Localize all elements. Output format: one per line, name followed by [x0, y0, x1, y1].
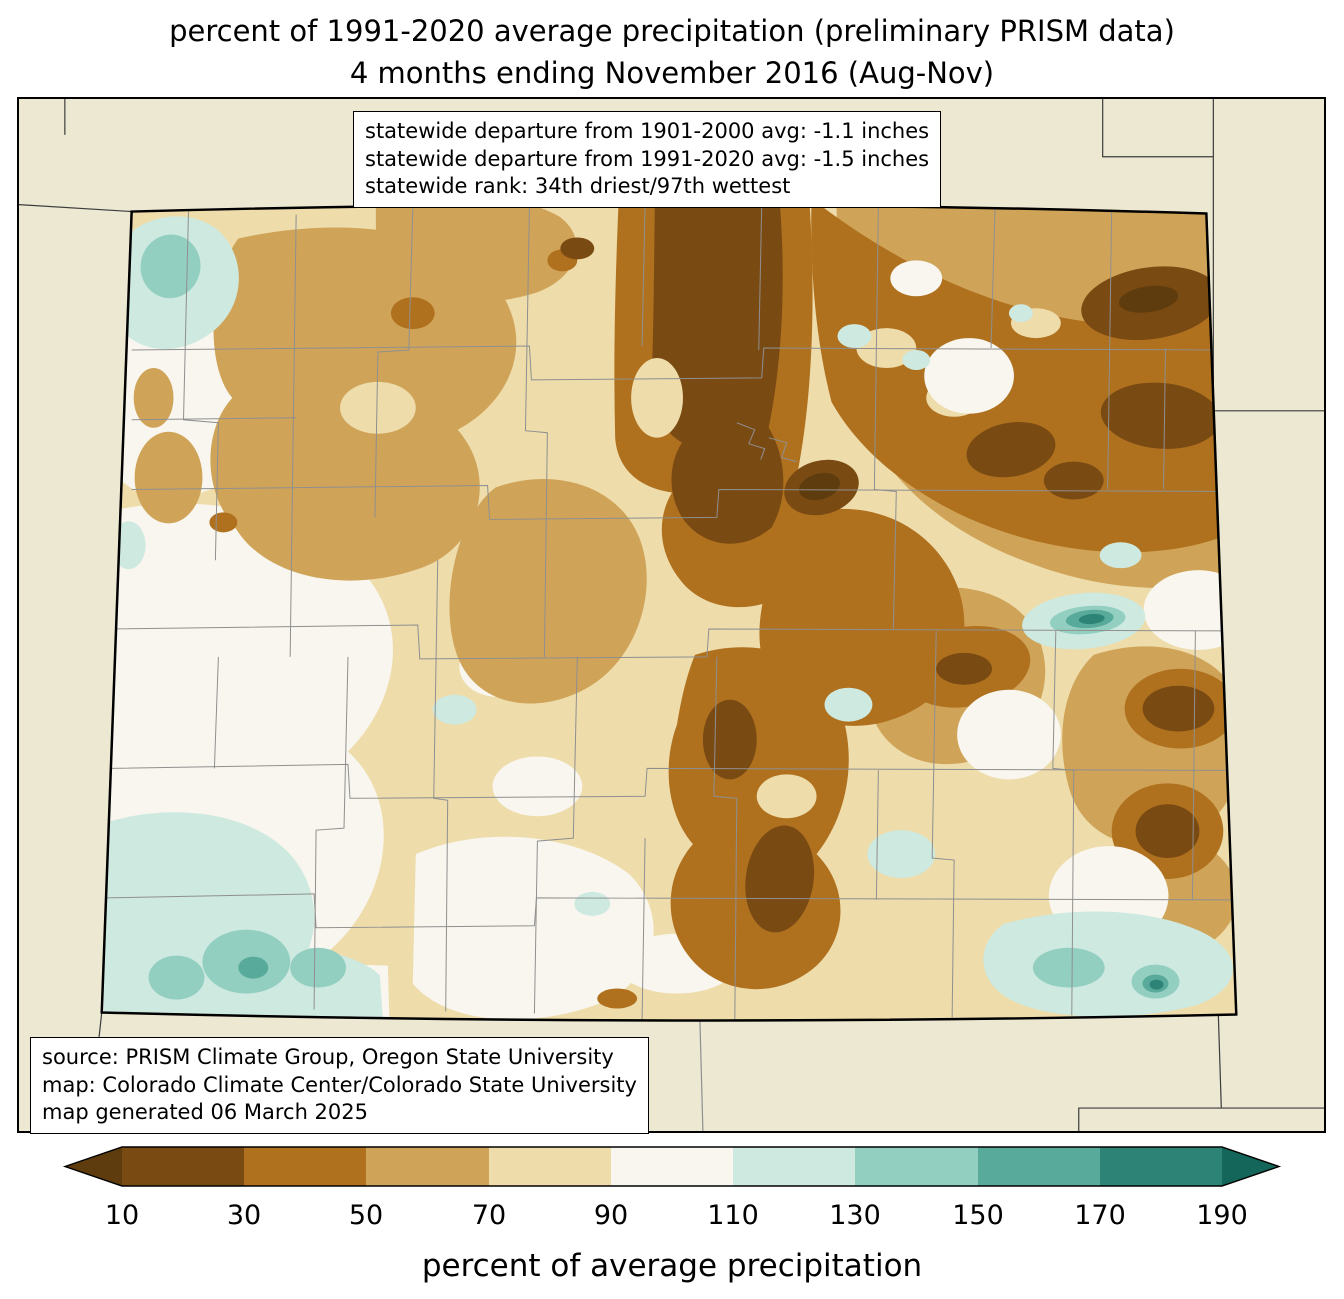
contour-region	[799, 472, 841, 501]
colorbar-tick-110: 110	[707, 1200, 759, 1231]
contour-region	[867, 830, 936, 878]
colorbar-tick-90: 90	[594, 1200, 628, 1231]
contour-region	[1078, 613, 1105, 625]
contour-region	[140, 234, 201, 299]
state-line	[699, 1020, 704, 1131]
precipitation-map	[19, 99, 1324, 1131]
map-frame: statewide departure from 1901-2000 avg: …	[17, 97, 1326, 1135]
contour-region	[134, 431, 203, 524]
source-line-3: map generated 06 March 2025	[42, 1100, 369, 1125]
contours-lt-10	[799, 285, 1179, 501]
colorbar-right-arrow	[1222, 1147, 1279, 1186]
contours-130-150	[140, 234, 1180, 1000]
stats-line-2: statewide departure from 1991-2020 avg: …	[365, 146, 930, 171]
county-boundaries	[106, 204, 1237, 1020]
source-box: source: PRISM Climate Group, Oregon Stat…	[30, 1037, 649, 1135]
contour-region	[597, 988, 638, 1009]
colorbar-tick-50: 50	[349, 1200, 383, 1231]
contour-region	[1100, 382, 1221, 449]
contours-170-190	[1078, 613, 1164, 990]
colorado-fill-layers	[101, 204, 1237, 1021]
contour-region	[936, 652, 993, 685]
state-line	[1217, 1014, 1222, 1109]
title-line-1: percent of 1991-2020 average precipitati…	[169, 14, 1175, 48]
contour-region	[902, 350, 931, 370]
source-line-1: source: PRISM Climate Group, Oregon Stat…	[42, 1045, 614, 1069]
colorbar-segment-10-30	[122, 1147, 244, 1186]
contour-region	[432, 694, 477, 725]
contour-region	[631, 357, 683, 438]
contour-region	[651, 204, 784, 544]
contour-region	[209, 512, 238, 533]
colorbar-segment-130-150	[855, 1147, 978, 1186]
contour-region	[1043, 461, 1104, 500]
colorbar-left-arrow	[65, 1147, 122, 1186]
contour-region	[890, 260, 943, 297]
colorbar-segment-110-130	[733, 1147, 855, 1186]
contour-region	[148, 955, 205, 1000]
colorbar-label: percent of average precipitation	[422, 1248, 922, 1284]
contour-region	[924, 338, 1014, 414]
colorbar-tick-70: 70	[472, 1200, 506, 1231]
colorbar-segment-50-70	[366, 1147, 489, 1186]
contour-region	[1118, 285, 1179, 313]
source-line-2: map: Colorado Climate Center/Colorado St…	[42, 1072, 637, 1097]
contour-region	[290, 947, 346, 988]
neighbor-state-lines	[19, 99, 1324, 1131]
contour-region	[745, 825, 815, 933]
contour-region	[756, 774, 817, 819]
colorbar-tick-170: 170	[1074, 1200, 1126, 1231]
figure-title: percent of 1991-2020 average precipitati…	[0, 10, 1344, 94]
stats-line-1: statewide departure from 1901-2000 avg: …	[365, 119, 930, 143]
contour-region	[574, 891, 611, 916]
contour-region	[702, 699, 757, 780]
state-line	[19, 203, 132, 213]
contour-region	[238, 956, 269, 979]
colorbar-tick-10: 10	[105, 1200, 139, 1231]
colorbar-tick-190: 190	[1196, 1200, 1248, 1231]
county-lines-denver-area	[736, 422, 797, 463]
contour-region	[1149, 979, 1164, 990]
colorbar-segment-150-170	[978, 1147, 1100, 1186]
contour-region	[375, 204, 577, 303]
colorbar-tick-130: 130	[829, 1200, 881, 1231]
colorbar-segment-70-90	[489, 1147, 611, 1186]
contour-region	[390, 297, 435, 330]
contour-region	[560, 237, 595, 260]
colorbar-tick-30: 30	[227, 1200, 261, 1231]
state-line	[1102, 99, 1214, 158]
contour-region	[1142, 685, 1215, 732]
contour-region	[1008, 304, 1033, 323]
contour-region	[492, 756, 583, 817]
contour-region	[340, 381, 416, 434]
contour-region	[133, 367, 174, 428]
contour-region	[1135, 804, 1200, 859]
contour-region	[957, 689, 1061, 780]
contour-region	[837, 324, 872, 349]
contour-region	[1099, 542, 1142, 569]
contour-region	[1032, 947, 1105, 988]
contour-region	[824, 687, 873, 722]
title-line-2: 4 months ending November 2016 (Aug-Nov)	[349, 56, 995, 91]
contour-region	[856, 328, 917, 368]
contour-region	[449, 479, 647, 704]
state-line	[1078, 1107, 1324, 1131]
colorbar-segment-170-190	[1100, 1147, 1222, 1186]
contour-region	[668, 647, 849, 990]
stats-line-3: statewide rank: 34th driest/97th wettest	[365, 174, 791, 199]
colorbar-segment-30-50	[244, 1147, 366, 1186]
colorbar-segment-90-110	[611, 1147, 733, 1186]
colorbar-outline	[62, 1146, 1282, 1187]
colorbar: 10 30 50 70 90 110 130 150 170 190 perce…	[62, 1146, 1282, 1284]
contour-region	[966, 422, 1056, 478]
contour-region	[412, 836, 654, 1020]
stats-box: statewide departure from 1901-2000 avg: …	[353, 111, 942, 209]
colorbar-tick-150: 150	[952, 1200, 1004, 1231]
county-lines-horizontal	[106, 345, 1237, 929]
